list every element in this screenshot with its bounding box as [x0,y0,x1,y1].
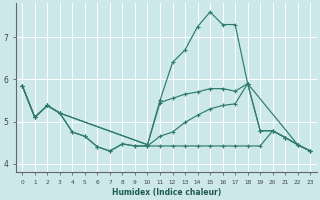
X-axis label: Humidex (Indice chaleur): Humidex (Indice chaleur) [112,188,221,197]
